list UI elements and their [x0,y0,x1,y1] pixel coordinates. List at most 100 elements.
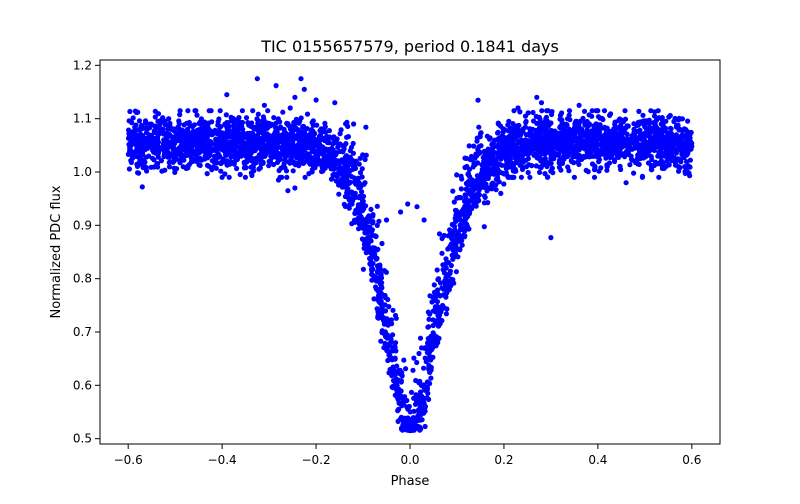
data-point [166,164,173,170]
data-point [177,138,184,144]
data-point [430,317,436,323]
data-point [443,256,449,262]
data-point [368,206,374,212]
data-point [324,134,330,140]
data-point [559,110,565,116]
data-point [243,115,250,121]
data-point [539,108,545,114]
data-point [319,168,325,175]
data-point [534,94,540,100]
data-point [510,121,516,127]
data-point [576,152,583,159]
data-point [151,140,157,146]
data-point [126,118,132,124]
data-point [282,129,288,135]
data-point [594,150,600,156]
data-point [234,150,240,157]
data-point [685,163,691,169]
data-point [396,400,402,406]
data-point [572,121,578,127]
data-point [176,118,182,124]
data-point [430,330,436,336]
data-point [134,161,140,167]
data-point [278,124,284,130]
data-point [449,236,455,242]
data-point [566,112,572,118]
data-point [130,115,136,121]
data-point [250,108,256,114]
data-point [334,174,340,180]
data-point [531,152,537,158]
data-point [664,158,670,164]
data-point [558,130,564,136]
data-point [451,223,458,229]
data-point [651,113,658,119]
data-point [428,342,434,348]
data-point [595,134,601,141]
data-point [284,147,290,153]
data-point [536,143,542,149]
data-point [196,127,202,133]
data-point [393,376,399,382]
data-point [224,120,230,126]
data-point [171,126,177,132]
data-point [453,269,459,275]
data-point [135,170,141,176]
data-point [621,143,627,149]
data-point [251,124,257,130]
data-points [125,76,695,434]
data-point [542,133,548,139]
data-point [302,174,308,180]
data-point [139,184,145,190]
data-point [299,155,306,161]
data-point [614,131,621,137]
data-point [437,308,444,314]
data-point [312,165,318,171]
data-point [292,94,298,100]
data-point [552,128,558,134]
data-point [367,261,373,267]
data-point [338,177,344,183]
data-point [204,162,211,168]
data-point [405,201,411,207]
data-point [634,144,640,150]
data-point [579,130,585,137]
data-point [336,182,342,188]
data-point [204,171,210,177]
data-point [677,165,683,171]
data-point [375,288,381,294]
data-point [398,209,404,215]
data-point [405,404,411,410]
data-point [178,151,184,157]
data-point [542,155,548,162]
data-point [392,312,399,319]
data-point [266,158,272,164]
data-point [275,177,282,183]
data-point [346,205,352,211]
data-point [285,122,291,128]
data-point [576,147,582,153]
data-point [127,108,133,115]
data-point [506,164,512,170]
data-point [677,145,684,151]
data-point [360,225,366,231]
data-point [422,386,428,392]
data-point [599,137,605,143]
data-point [411,355,417,361]
data-point [454,246,460,252]
data-point [373,278,379,284]
data-point [440,262,446,268]
data-point [356,210,363,216]
data-point [281,157,288,163]
data-point [669,158,675,164]
data-point [291,121,298,127]
data-point [197,119,203,125]
data-point [130,136,136,143]
data-point [255,111,261,117]
data-point [559,160,566,166]
data-point [258,141,264,147]
data-point [428,375,434,381]
data-point [271,161,277,168]
data-point [369,227,375,233]
data-point [488,185,495,191]
